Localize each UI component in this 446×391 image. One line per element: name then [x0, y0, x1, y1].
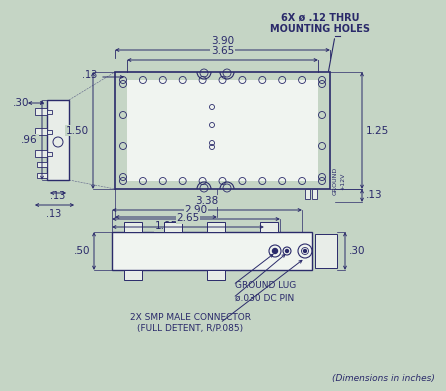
Bar [37, 173, 47, 178]
Text: 1.25: 1.25 [366, 126, 389, 136]
Bar [115, 72, 330, 189]
Bar [315, 234, 337, 268]
Bar [35, 108, 47, 115]
Bar [35, 150, 47, 157]
Text: ø.030 DC PIN: ø.030 DC PIN [235, 294, 294, 303]
Text: 2.65: 2.65 [176, 213, 200, 223]
Bar [312, 189, 317, 199]
Text: .30: .30 [13, 98, 29, 108]
Bar [47, 100, 69, 180]
Text: 1.50: 1.50 [66, 126, 89, 136]
Bar [207, 222, 225, 232]
Bar [127, 80, 318, 181]
Text: 1.95: 1.95 [154, 221, 178, 231]
Bar [47, 110, 52, 114]
Text: 3.90: 3.90 [211, 36, 234, 46]
Text: GROUND: GROUND [333, 167, 338, 195]
Bar [112, 232, 312, 270]
Circle shape [273, 249, 277, 253]
Text: .13: .13 [82, 70, 97, 80]
Text: 3.38: 3.38 [195, 196, 219, 206]
Text: (FULL DETENT, R/P.085): (FULL DETENT, R/P.085) [137, 325, 243, 334]
Circle shape [285, 249, 289, 253]
Text: .13: .13 [46, 209, 62, 219]
Text: 3.65: 3.65 [211, 46, 234, 56]
Bar [124, 270, 142, 280]
Bar [47, 152, 52, 156]
Text: 2.90: 2.90 [185, 205, 207, 215]
Bar [124, 222, 142, 232]
Text: +12V: +12V [340, 172, 346, 190]
Text: (Dimensions in inches): (Dimensions in inches) [332, 374, 435, 383]
Text: 2X SMP MALE CONNECTOR: 2X SMP MALE CONNECTOR [129, 314, 251, 323]
Text: MOUNTING HOLES: MOUNTING HOLES [270, 24, 370, 34]
Bar [207, 270, 225, 280]
Bar [305, 189, 310, 199]
Bar [35, 128, 47, 135]
Text: .13: .13 [50, 191, 66, 201]
Text: .30: .30 [349, 246, 366, 256]
Bar [37, 162, 47, 167]
Text: .96: .96 [21, 135, 38, 145]
Text: .50: .50 [74, 246, 90, 256]
Text: 6X ø .12 THRU: 6X ø .12 THRU [281, 13, 359, 23]
Bar [260, 222, 278, 232]
Bar [47, 130, 52, 134]
Text: GROUND LUG: GROUND LUG [235, 280, 296, 289]
Bar [164, 222, 182, 232]
Text: .13: .13 [366, 190, 383, 201]
Circle shape [303, 249, 306, 253]
